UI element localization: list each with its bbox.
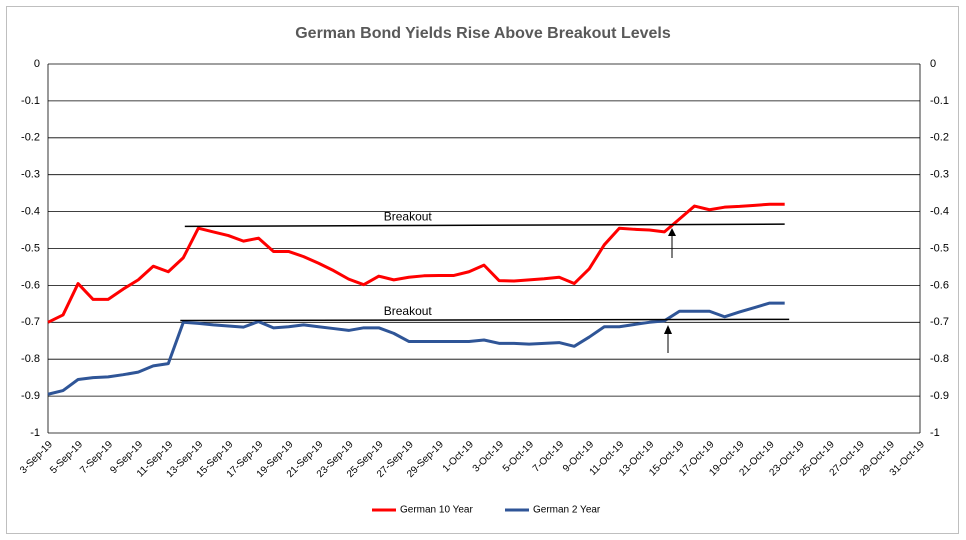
legend-label: German 2 Year (533, 505, 601, 516)
arrow (668, 228, 676, 258)
y2-tick-label: -0.5 (930, 242, 949, 254)
series-line (47, 202, 785, 324)
y2-tick-label: -0.6 (930, 279, 949, 291)
y2-tick-label: -0.1 (930, 95, 949, 107)
breakout-line (184, 223, 785, 228)
annotation-label: Breakout (384, 304, 433, 318)
y2-tick-label: 0 (930, 58, 936, 70)
y-tick-label: -0.7 (21, 316, 40, 328)
y2-tick-label: -0.8 (930, 353, 949, 365)
y-tick-label: -0.6 (21, 279, 40, 291)
breakout-line (180, 318, 790, 322)
series-line (47, 301, 785, 396)
y2-tick-label: -0.2 (930, 132, 949, 144)
y-tick-label: -0.5 (21, 242, 40, 254)
y-tick-label: -0.8 (21, 353, 40, 365)
y2-tick-label: -0.9 (930, 390, 949, 402)
annotation-label: Breakout (384, 209, 433, 223)
chart-title: German Bond Yields Rise Above Breakout L… (295, 25, 671, 42)
y-tick-label: -0.9 (21, 390, 40, 402)
arrow (664, 325, 672, 353)
y2-tick-label: -0.3 (930, 169, 949, 181)
legend-label: German 10 Year (400, 505, 473, 516)
y-tick-label: -0.2 (21, 132, 40, 144)
y2-tick-label: -0.4 (930, 206, 949, 218)
y-tick-label: -1 (30, 427, 40, 439)
y2-tick-label: -1 (930, 427, 940, 439)
y-tick-label: -0.4 (21, 206, 40, 218)
y-tick-label: -0.3 (21, 169, 40, 181)
y-tick-label: -0.1 (21, 95, 40, 107)
y-tick-label: 0 (34, 58, 40, 70)
y2-tick-label: -0.7 (930, 316, 949, 328)
